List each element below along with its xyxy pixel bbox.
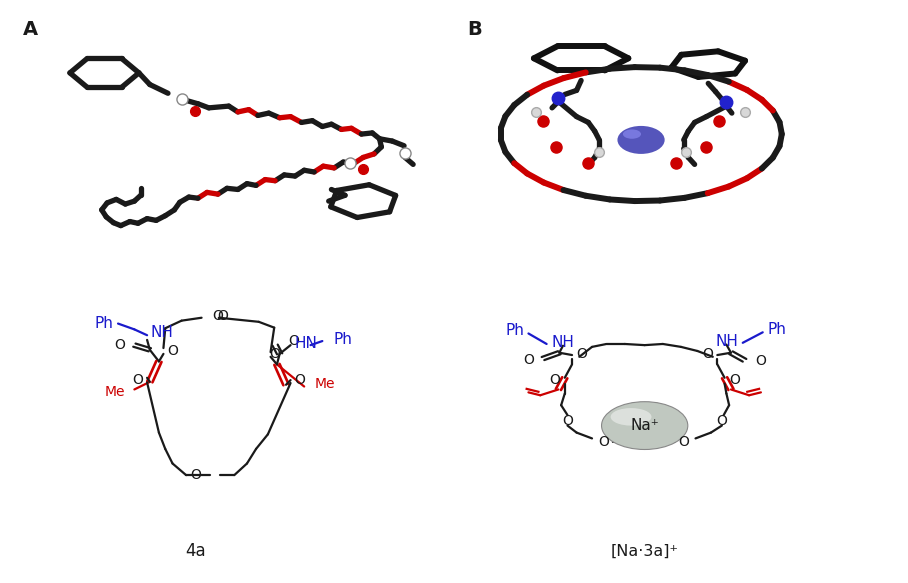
Text: Ph: Ph: [333, 332, 352, 347]
Text: Ph: Ph: [767, 322, 786, 337]
Text: Na⁺: Na⁺: [630, 418, 659, 433]
Ellipse shape: [611, 408, 651, 426]
Text: O: O: [716, 414, 727, 428]
Text: 4a: 4a: [185, 542, 205, 560]
Ellipse shape: [623, 129, 641, 139]
Text: B: B: [468, 20, 482, 40]
Text: O: O: [217, 309, 228, 323]
Text: O: O: [729, 373, 740, 387]
Text: O: O: [562, 414, 573, 428]
Text: NH: NH: [551, 335, 574, 350]
Text: O: O: [577, 347, 587, 361]
Text: O: O: [678, 435, 689, 449]
Text: O: O: [167, 344, 178, 358]
Text: O: O: [191, 468, 202, 482]
Text: Me: Me: [104, 385, 125, 399]
Text: NH: NH: [151, 325, 173, 340]
Text: Me: Me: [315, 377, 336, 391]
Text: O: O: [598, 435, 609, 449]
Text: O: O: [288, 334, 299, 348]
Text: O: O: [549, 373, 560, 387]
Text: NH: NH: [716, 333, 738, 349]
Text: Ph: Ph: [505, 323, 524, 338]
Text: O: O: [755, 354, 766, 368]
Text: A: A: [23, 20, 38, 40]
Text: O: O: [523, 353, 534, 367]
Text: O: O: [212, 309, 223, 323]
Text: HN: HN: [294, 336, 317, 351]
Text: O: O: [114, 338, 125, 352]
Text: Ph: Ph: [94, 316, 114, 331]
Text: O: O: [294, 373, 305, 387]
Text: O: O: [702, 347, 713, 361]
Ellipse shape: [601, 402, 688, 449]
Text: O: O: [133, 373, 143, 387]
Ellipse shape: [617, 126, 665, 154]
Text: [Na·3a]⁺: [Na·3a]⁺: [611, 543, 678, 559]
Text: O: O: [269, 347, 280, 361]
